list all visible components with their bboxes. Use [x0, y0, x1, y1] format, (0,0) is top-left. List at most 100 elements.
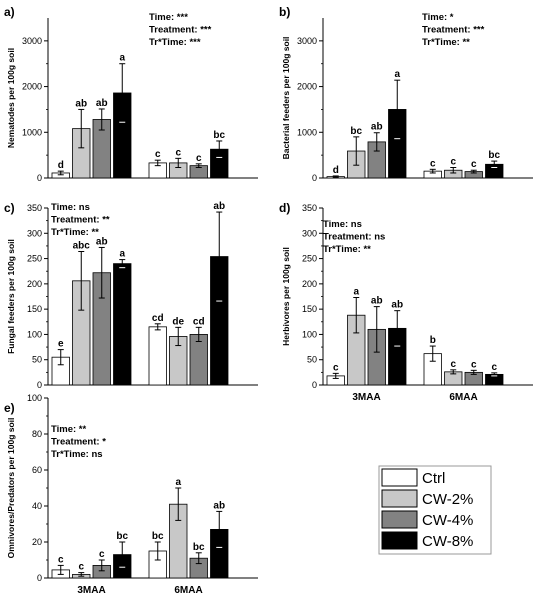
- y-axis-label: Fungal feeders per 100g soil: [6, 239, 16, 354]
- significance-letter: de: [172, 316, 184, 327]
- panel-e: 0 20 40 60 80 100 Omnivores/Predators per 100g…: [4, 393, 258, 596]
- y-tick-label: 50: [32, 355, 42, 365]
- stats-line: Tr*Time: ns: [51, 449, 103, 460]
- y-tick-label: 250: [302, 254, 317, 264]
- y-tick-label: 300: [302, 228, 317, 238]
- significance-letter: d: [333, 165, 339, 176]
- bar-ctrl: [148, 326, 167, 386]
- significance-letter: ab: [391, 300, 403, 311]
- significance-letter: c: [99, 549, 105, 560]
- y-axis-label: Omnivores/Predators per 100g soil: [6, 418, 16, 559]
- y-tick-label: 20: [32, 537, 42, 547]
- stats-line: Tr*Time: **: [422, 37, 470, 48]
- y-tick-label: 60: [32, 465, 42, 475]
- significance-letter: a: [175, 477, 181, 488]
- significance-letter: ab: [371, 122, 383, 133]
- significance-letter: bc: [193, 542, 205, 553]
- legend-swatch: [381, 489, 418, 508]
- y-tick-label: 350: [302, 203, 317, 213]
- y-tick-label: 100: [302, 329, 317, 339]
- bar-cw-8pct: [113, 263, 132, 386]
- significance-letter: cd: [193, 316, 205, 327]
- y-tick-label: 200: [302, 279, 317, 289]
- significance-letter: c: [450, 156, 456, 167]
- legend: Ctrl CW-2% CW-4% CW-8%: [378, 465, 492, 555]
- y-tick-label: 100: [27, 329, 42, 339]
- y-tick-label: 1000: [22, 127, 42, 137]
- significance-letter: e: [58, 339, 64, 350]
- stats-line: Tr*Time: **: [323, 244, 371, 255]
- significance-letter: a: [119, 249, 125, 260]
- y-tick-label: 0: [37, 573, 42, 583]
- stats-line: Time: ***: [149, 12, 188, 23]
- panel-d: 0 50 100 150 200 250 300 350 Herbivores per 100g…: [279, 201, 533, 403]
- significance-letter: c: [471, 159, 477, 170]
- panel-label: a): [4, 5, 15, 19]
- significance-letter: bc: [350, 126, 362, 137]
- y-tick-label: 1000: [297, 127, 317, 137]
- stats-line: Time: *: [422, 12, 454, 23]
- significance-letter: c: [333, 362, 339, 373]
- x-category-label: 3MAA: [352, 392, 380, 403]
- y-tick-label: 0: [312, 173, 317, 183]
- legend-swatch: [381, 468, 418, 487]
- y-tick-label: 80: [32, 429, 42, 439]
- panel-c: 0 50 100 150 200 250 300 350 Fungal feeders per …: [4, 201, 258, 390]
- significance-letter: ab: [213, 201, 225, 212]
- significance-letter: bc: [213, 130, 225, 141]
- significance-letter: c: [155, 149, 161, 160]
- y-axis-label: Herbivores per 100g soil: [281, 247, 291, 346]
- y-tick-label: 0: [312, 380, 317, 390]
- legend-label: Ctrl: [422, 470, 445, 487]
- y-axis-label: Bacterial feeders per 100g soil: [281, 37, 291, 160]
- significance-letter: c: [491, 362, 497, 373]
- significance-letter: c: [430, 158, 436, 169]
- stats-line: Treatment: *: [51, 437, 106, 448]
- significance-letter: c: [175, 147, 181, 158]
- significance-letter: abc: [73, 240, 91, 251]
- significance-letter: ab: [371, 296, 383, 307]
- panel-a: 0 1000 2000 3000 Nematodes per 100g soil a) Ti…: [4, 5, 258, 183]
- significance-letter: bc: [116, 531, 128, 542]
- legend-label: CW-8%: [422, 533, 473, 550]
- significance-letter: ab: [213, 500, 225, 511]
- y-tick-label: 300: [27, 228, 42, 238]
- significance-letter: c: [78, 562, 84, 573]
- significance-letter: c: [58, 554, 64, 565]
- stats-line: Time: ns: [323, 219, 362, 230]
- significance-letter: c: [196, 153, 202, 164]
- stats-line: Treatment: ns: [323, 232, 385, 243]
- x-category-label: 3MAA: [77, 585, 105, 596]
- significance-letter: a: [353, 287, 359, 298]
- legend-swatch: [381, 510, 418, 529]
- y-tick-label: 3000: [297, 36, 317, 46]
- significance-letter: ab: [96, 236, 108, 247]
- panel-b: 0 1000 2000 3000 Bacterial feeders per 100g …: [279, 5, 533, 183]
- significance-letter: b: [430, 335, 436, 346]
- significance-letter: c: [471, 359, 477, 370]
- y-tick-label: 2000: [297, 82, 317, 92]
- legend-label: CW-4%: [422, 512, 473, 529]
- stats-line: Tr*Time: **: [51, 227, 99, 238]
- legend-label: CW-2%: [422, 491, 473, 508]
- x-category-label: 6MAA: [174, 585, 202, 596]
- significance-letter: d: [58, 160, 64, 171]
- y-tick-label: 200: [27, 279, 42, 289]
- panel-label: c): [4, 201, 15, 215]
- stats-line: Treatment: ***: [149, 25, 212, 36]
- legend-swatch: [381, 531, 418, 550]
- y-tick-label: 150: [302, 304, 317, 314]
- y-tick-label: 150: [27, 304, 42, 314]
- panel-label: b): [279, 5, 290, 19]
- significance-letter: ab: [75, 98, 87, 109]
- significance-letter: a: [394, 69, 400, 80]
- y-tick-label: 250: [27, 254, 42, 264]
- y-tick-label: 50: [307, 355, 317, 365]
- x-category-label: 6MAA: [449, 392, 477, 403]
- y-tick-label: 350: [27, 203, 42, 213]
- significance-letter: bc: [152, 531, 164, 542]
- y-axis-label: Nematodes per 100g soil: [6, 48, 16, 148]
- panel-label: e): [4, 401, 15, 415]
- significance-letter: cd: [152, 313, 164, 324]
